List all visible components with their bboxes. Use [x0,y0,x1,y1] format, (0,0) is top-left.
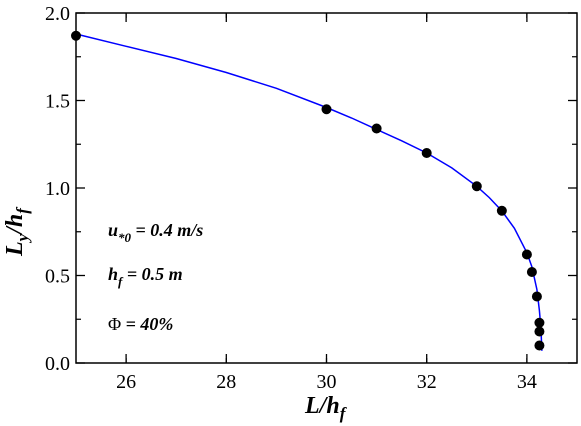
y-tick-label: 1.0 [45,178,70,200]
x-tick-label: 34 [517,371,537,393]
y-axis-title: Ly/hf [2,206,32,257]
data-point [531,291,542,302]
x-axis-title: L/hf [304,393,348,423]
data-point [321,104,332,115]
data-point [471,181,482,192]
y-tick-label: 0.0 [45,353,70,375]
data-point [496,205,507,216]
axis-tick-labels: 26 28 30 32 34 0.0 0.5 1.0 1.5 2.0 [45,3,537,393]
data-point [534,326,545,337]
y-tick-label: 0.5 [45,266,70,288]
annotation-friction-velocity: u*0 = 0.4 m/s [108,220,203,245]
x-tick-label: 28 [216,371,236,393]
annotation-fuel-height: hf = 0.5 m [108,264,183,289]
y-tick-label: 1.5 [45,91,70,113]
data-point [521,249,532,260]
data-points [71,30,545,351]
x-tick-label: 26 [116,371,136,393]
data-point [421,148,432,158]
data-point [534,317,545,328]
fit-curve [75,33,543,351]
x-tick-label: 32 [417,371,437,393]
annotation-porosity: Φ = 40% [108,314,173,334]
data-point [371,123,382,134]
data-point [526,267,537,277]
x-tick-label: 30 [317,371,337,393]
y-tick-label: 2.0 [45,3,70,25]
plot-frame [75,12,578,364]
data-point [71,30,81,41]
axis-ticks [76,12,577,364]
data-point [534,340,545,351]
